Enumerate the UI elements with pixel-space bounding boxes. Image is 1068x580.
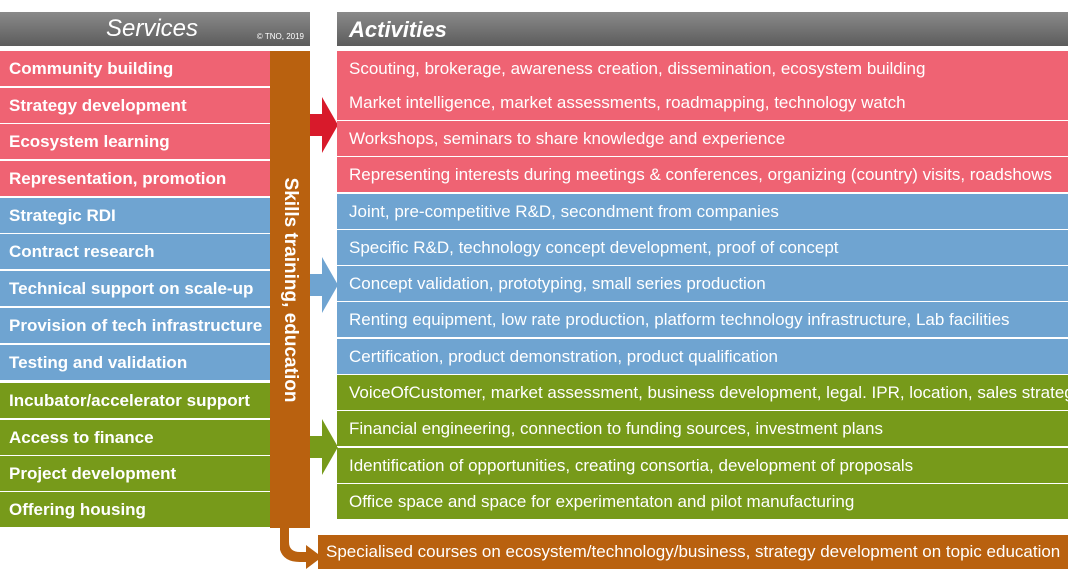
service-item: Representation, promotion	[0, 161, 270, 197]
arrow-right-icon	[310, 419, 338, 475]
service-item: Offering housing	[0, 492, 270, 528]
service-item: Testing and validation	[0, 345, 270, 381]
arrow-right-icon	[310, 257, 338, 313]
activity-item: Workshops, seminars to share knowledge a…	[337, 121, 1068, 157]
skills-training-bar: Skills training, education	[270, 51, 310, 528]
service-item: Technical support on scale-up	[0, 271, 270, 307]
activities-header: Activities	[337, 12, 1068, 46]
activity-item: Joint, pre-competitive R&D, secondment f…	[337, 194, 1068, 230]
activity-item: Renting equipment, low rate production, …	[337, 302, 1068, 338]
activity-item: Scouting, brokerage, awareness creation,…	[337, 51, 1068, 87]
activity-item: Financial engineering, connection to fun…	[337, 411, 1068, 447]
services-header: Services © TNO, 2019	[0, 12, 310, 46]
activities-title: Activities	[349, 17, 447, 42]
service-item: Access to finance	[0, 420, 270, 456]
activity-item: VoiceOfCustomer, market assessment, busi…	[337, 375, 1068, 411]
service-item: Contract research	[0, 234, 270, 270]
activity-item: Market intelligence, market assessments,…	[337, 85, 1068, 121]
service-item: Ecosystem learning	[0, 124, 270, 160]
service-item: Community building	[0, 51, 270, 87]
activity-item: Representing interests during meetings &…	[337, 157, 1068, 193]
activity-item: Identification of opportunities, creatin…	[337, 448, 1068, 484]
service-item: Project development	[0, 456, 270, 492]
activity-item: Certification, product demonstration, pr…	[337, 339, 1068, 375]
service-item: Incubator/accelerator support	[0, 383, 270, 419]
skills-training-label: Skills training, education	[280, 177, 301, 402]
education-bar: Specialised courses on ecosystem/technol…	[318, 535, 1068, 569]
service-item: Strategy development	[0, 88, 270, 124]
arrow-right-icon	[310, 97, 338, 153]
activity-item: Concept validation, prototyping, small s…	[337, 266, 1068, 302]
activity-item: Specific R&D, technology concept develop…	[337, 230, 1068, 266]
service-item: Provision of tech infrastructure	[0, 308, 270, 344]
service-item: Strategic RDI	[0, 198, 270, 234]
activity-item: Office space and space for experimentato…	[337, 484, 1068, 520]
services-title: Services	[106, 15, 199, 42]
copyright-note: © TNO, 2019	[256, 32, 304, 41]
curved-arrow-icon	[280, 528, 320, 569]
